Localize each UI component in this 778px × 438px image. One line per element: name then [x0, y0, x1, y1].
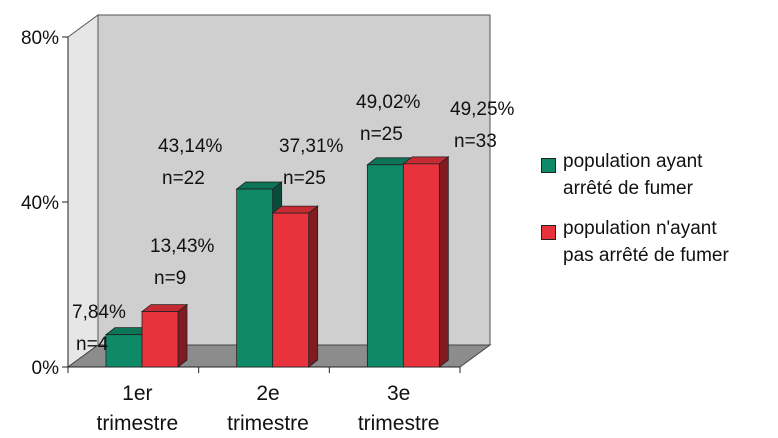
category-label: 3e — [387, 382, 410, 405]
data-label-percent: 43,14% — [158, 136, 223, 157]
data-label-percent: 37,31% — [279, 136, 344, 157]
bar — [236, 188, 274, 368]
legend-label-not-quit-line2: pas arrêté de fumer — [563, 245, 729, 266]
legend: population ayant arrêté de fumer populat… — [541, 148, 778, 282]
category-label: trimestre — [227, 412, 309, 435]
data-label-percent: 7,84% — [72, 302, 126, 323]
bar — [402, 163, 440, 368]
category-label: trimestre — [358, 412, 440, 435]
data-label-percent: 49,25% — [450, 99, 515, 120]
category-label: 2e — [256, 382, 279, 405]
data-label-percent: 49,02% — [356, 92, 421, 113]
bar — [141, 311, 179, 368]
legend-label-quit-line1: population ayant — [563, 151, 703, 172]
category-label: trimestre — [96, 412, 178, 435]
bar — [366, 164, 404, 368]
legend-label-quit-line2: arrêté de fumer — [563, 178, 693, 199]
bar-side — [177, 303, 188, 368]
bar-side — [308, 205, 319, 368]
legend-item-quit: population ayant arrêté de fumer — [541, 148, 778, 202]
legend-label-not-quit-line1: population n'ayant — [563, 218, 717, 239]
category-label: 1er — [122, 382, 152, 405]
legend-swatch-quit — [541, 158, 556, 173]
bar — [272, 212, 310, 368]
y-tick-label: 80% — [21, 28, 59, 49]
y-tick-label: 0% — [32, 358, 60, 379]
data-label-n: n=25 — [360, 124, 403, 145]
data-label-n: n=4 — [76, 334, 109, 355]
data-label-n: n=22 — [162, 168, 205, 189]
legend-swatch-not-quit — [541, 225, 556, 240]
bar-side — [438, 156, 449, 368]
data-label-percent: 13,43% — [150, 236, 215, 257]
bar — [105, 334, 143, 368]
legend-item-not-quit: population n'ayant pas arrêté de fumer — [541, 215, 778, 269]
y-tick-label: 40% — [21, 193, 59, 214]
data-label-n: n=25 — [283, 168, 326, 189]
data-label-n: n=33 — [454, 131, 497, 152]
data-label-n: n=9 — [154, 268, 186, 289]
